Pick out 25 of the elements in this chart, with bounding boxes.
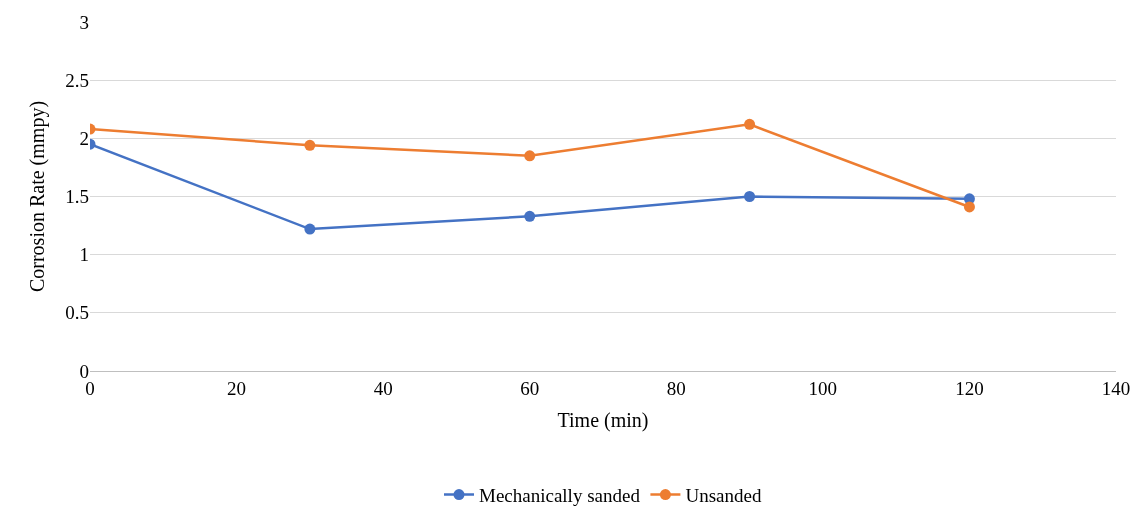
point	[744, 118, 756, 130]
y-tick-label: 2.5	[65, 69, 89, 91]
point	[744, 191, 756, 202]
y-tick-label: 0	[79, 360, 89, 382]
x-axis-title: Time (min)	[557, 409, 649, 433]
x-tick-label: 120	[955, 377, 984, 399]
y-tick-label: 1.5	[65, 186, 89, 208]
y-tick-label: 1	[79, 244, 89, 266]
point	[524, 150, 536, 162]
y-tick-label: 3	[79, 11, 89, 33]
legend-label: Unsanded	[685, 484, 762, 506]
x-tick-label: 20	[227, 377, 247, 399]
legend-label: Mechanically sanded	[479, 484, 641, 506]
x-tick-label: 140	[1101, 377, 1131, 399]
x-tick-label: 60	[520, 377, 540, 399]
point	[963, 201, 975, 213]
point	[524, 210, 536, 222]
x-tick-label: 40	[373, 377, 393, 399]
x-tick-label: 80	[666, 377, 686, 399]
y-tick-label: 0.5	[65, 302, 89, 324]
point	[304, 223, 316, 235]
x-tick-label: 100	[808, 377, 838, 399]
point	[304, 139, 316, 151]
y-axis-title: Corrosion Rate (mmpy)	[25, 100, 49, 293]
y-tick-label: 2	[79, 127, 89, 149]
